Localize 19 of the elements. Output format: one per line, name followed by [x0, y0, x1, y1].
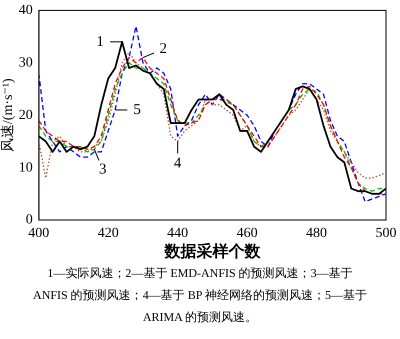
x-tick-label: 500	[376, 226, 396, 242]
y-tick-label: 0	[26, 212, 33, 228]
x-tick-label: 440	[167, 226, 188, 242]
x-tick-label: 480	[306, 226, 328, 242]
annotation: 1	[96, 34, 104, 50]
text: 1—实际风速；2—基于 EMD-ANFIS 的预测风速；3—基于 ANFIS 的预测风速；4—基于 BP 神经网络的预测风速；5—基于 ARIMA 的预测风速。	[32, 265, 368, 326]
annotation: 2	[160, 41, 168, 58]
y-tick-label: 10	[18, 160, 33, 176]
y-tick-label: 20	[18, 108, 33, 123]
y-tick-label: 30	[18, 55, 33, 70]
x-axis-title: 数据采样个数	[163, 242, 262, 261]
annotation: 4	[174, 155, 182, 172]
annotation: 3	[99, 162, 107, 178]
x-tick-label: 420	[98, 226, 119, 242]
y-axis-title: 风速/(m·s⁻¹)	[0, 78, 16, 152]
x-tick-label: 400	[28, 226, 50, 242]
y-tick-label: 40	[18, 3, 33, 18]
annotation: 5	[133, 102, 141, 118]
x-tick-label: 460	[236, 226, 258, 242]
